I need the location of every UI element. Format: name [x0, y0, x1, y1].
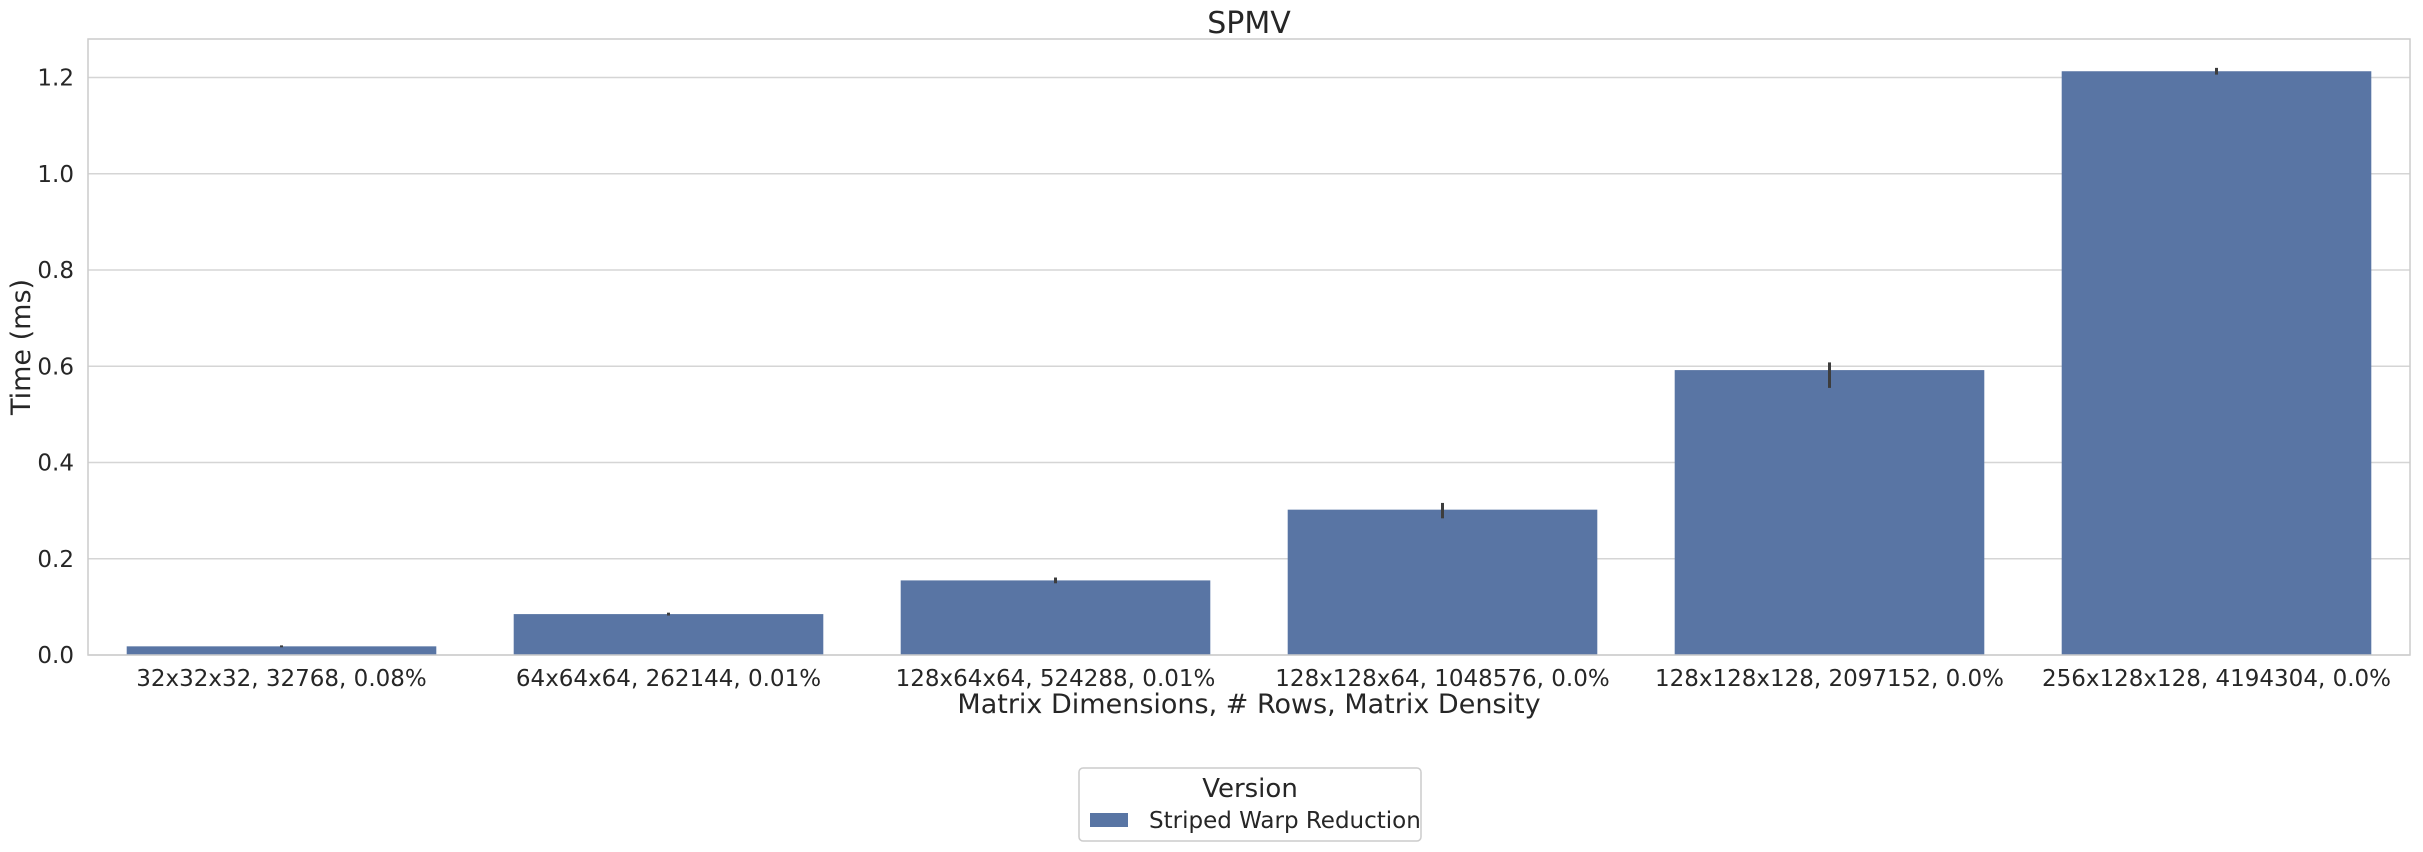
bar	[1287, 509, 1598, 655]
bar	[2061, 71, 2372, 655]
x-tick-label: 256x128x128, 4194304, 0.0%	[2042, 666, 2391, 692]
plot-frame	[87, 38, 2411, 656]
legend-label: Striped Warp Reduction	[1149, 808, 1421, 834]
x-axis-label: Matrix Dimensions, # Rows, Matrix Densit…	[957, 689, 1540, 720]
bar	[900, 580, 1211, 655]
legend: Version Striped Warp Reduction	[1078, 767, 1422, 842]
y-tick-label: 0.8	[37, 258, 74, 284]
x-tick-label: 64x64x64, 262144, 0.01%	[516, 666, 821, 692]
x-tick-label: 128x64x64, 524288, 0.01%	[896, 666, 1216, 692]
y-axis: 0.0 0.2 0.4 0.6 0.8 1.0 1.2	[37, 66, 74, 670]
bar	[126, 646, 437, 655]
y-tick-label: 0.2	[37, 547, 74, 573]
bar	[513, 614, 824, 655]
plot-area	[88, 39, 2410, 655]
x-axis: 32x32x32, 32768, 0.08% 64x64x64, 262144, …	[136, 666, 2391, 692]
y-tick-label: 1.0	[37, 162, 74, 188]
x-tick-label: 128x128x64, 1048576, 0.0%	[1275, 666, 1609, 692]
x-tick-label: 32x32x32, 32768, 0.08%	[136, 666, 427, 692]
y-tick-label: 0.6	[37, 354, 74, 380]
legend-swatch	[1090, 813, 1128, 827]
error-bars	[280, 67, 2218, 648]
y-tick-label: 0.4	[37, 451, 74, 477]
bars	[126, 71, 2372, 655]
legend-title: Version	[1202, 774, 1298, 804]
legend-box	[1078, 767, 1422, 842]
y-axis-label: Time (ms)	[6, 279, 37, 416]
y-tick-label: 1.2	[37, 66, 74, 92]
chart-title: SPMV	[1207, 6, 1291, 41]
y-tick-label: 0.0	[37, 643, 74, 669]
bar	[1674, 370, 1985, 655]
x-tick-label: 128x128x128, 2097152, 0.0%	[1655, 666, 2004, 692]
